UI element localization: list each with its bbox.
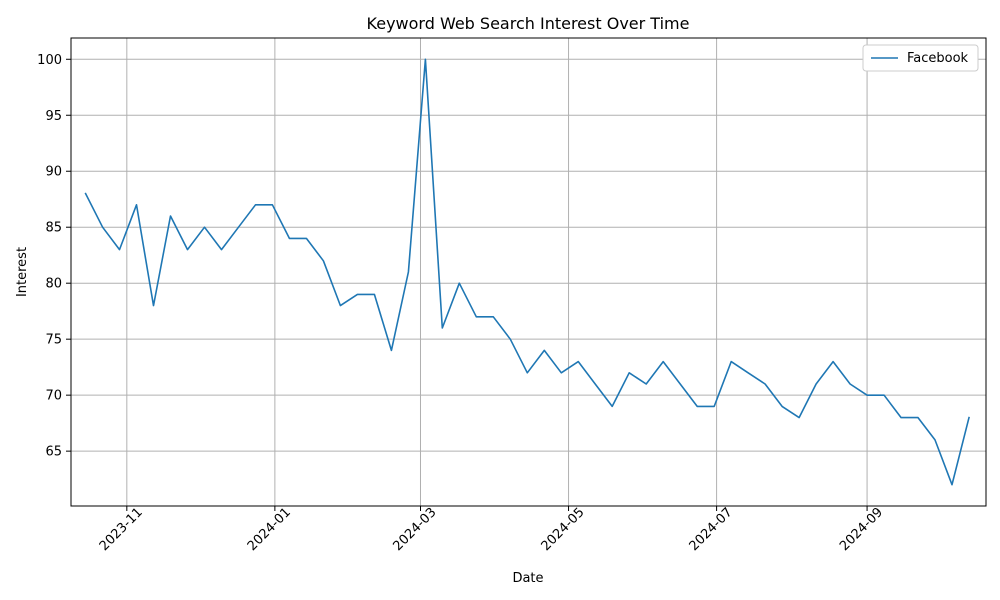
- y-tick-label: 95: [45, 109, 62, 124]
- y-tick-label: 90: [45, 165, 62, 180]
- y-axis-ticks: 65 70 75 80 85 90 95 100: [37, 53, 71, 460]
- chart-title: Keyword Web Search Interest Over Time: [367, 14, 690, 33]
- axes-frame: [70, 37, 987, 507]
- series-layer: [84, 58, 970, 486]
- y-tick-label: 70: [45, 389, 62, 404]
- y-tick-label: 65: [45, 445, 62, 460]
- series-line-facebook: [84, 58, 970, 486]
- y-tick-label: 80: [45, 277, 62, 292]
- y-tick-label: 75: [45, 333, 62, 348]
- legend-box: [862, 44, 979, 72]
- y-tick-label: 85: [45, 221, 62, 236]
- legend-label-facebook: Facebook: [907, 51, 969, 66]
- plot-area: [71, 38, 986, 506]
- y-tick-label: 100: [37, 53, 62, 68]
- x-axis-label: Date: [512, 571, 543, 586]
- y-axis-label: Interest: [15, 247, 30, 297]
- legend: Facebook: [862, 44, 979, 72]
